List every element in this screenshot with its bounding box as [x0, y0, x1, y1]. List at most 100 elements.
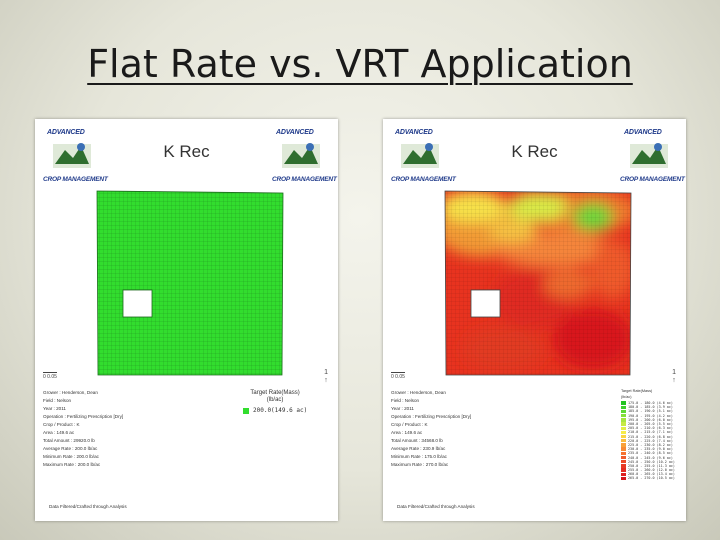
info-line: Grower : Henderson, Dean: [391, 390, 446, 395]
info-line: Year : 2011: [43, 406, 66, 411]
legend-title: Target Rate(Mass): [621, 389, 653, 393]
info-line: Field : Nelson: [391, 398, 420, 403]
legend-label: 210.0 - 215.0 (7.1 ac): [628, 430, 673, 435]
legend-label: 235.0 - 240.0 (8.5 ac): [628, 451, 673, 456]
info-line: Crop / Product : K: [391, 422, 428, 427]
info-line: Minimum Rate : 200.0 lb/ac: [43, 454, 99, 459]
legend-label: 190.0 - 195.0 (4.2 ac): [628, 413, 673, 418]
info-line: Total Amount : 29920.0 lb: [43, 438, 95, 443]
info-line: Operation : Fertilizing Prescription [Dr…: [43, 414, 124, 419]
legend-swatch: [621, 413, 626, 418]
info-line: Area : 149.6 ac: [391, 430, 423, 435]
legend-label: 180.0 - 185.0 (3.9 ac): [628, 405, 673, 410]
legend-label: 230.0 - 235.0 (9.0 ac): [628, 447, 673, 452]
field-info: Grower : Henderson, Dean Field : Nelson …: [391, 389, 471, 469]
legend-unit: (lb/ac): [266, 397, 284, 403]
legend-label: 240.0 - 245.0 (9.6 ac): [628, 455, 673, 460]
field-info: Grower : Henderson, Dean Field : Nelson …: [43, 389, 123, 469]
legend-label: 255.0 - 260.0 (12.0 ac): [628, 468, 675, 473]
legend-title: Target Rate(Mass): [250, 390, 300, 396]
legend-entry: 200.0(149.6 ac): [243, 407, 307, 414]
info-line: Crop / Product : K: [43, 422, 80, 427]
legend-label: 205.0 - 210.0 (6.3 ac): [628, 426, 673, 431]
legend-entry: 265.0 - 270.0 (10.5 ac): [621, 476, 675, 480]
legend-entry: 195.0 - 200.0 (6.0 ac): [621, 418, 675, 422]
legend-swatch: [243, 407, 249, 414]
legend-swatch: [621, 439, 626, 443]
legend-label: 260.0 - 265.0 (13.4 ac): [628, 472, 675, 477]
legend-label: 220.0 - 225.0 (7.4 ac): [628, 438, 673, 443]
legend-swatch: [621, 447, 626, 451]
footer-note: Data Filtered/Crafted through Analysis: [49, 504, 127, 509]
legend-entry: 245.0 - 250.0 (10.2 ac): [621, 460, 675, 464]
info-line: Maximum Rate : 200.0 lb/ac: [43, 462, 101, 467]
legend-entry: 185.0 - 190.0 (5.1 ac): [621, 409, 675, 413]
info-line: Maximum Rate : 270.0 lb/ac: [391, 462, 449, 467]
legend-entry: 250.0 - 255.0 (11.3 ac): [621, 464, 675, 468]
north-arrow: 1 ↑: [672, 369, 676, 384]
info-line: Grower : Henderson, Dean: [43, 390, 98, 395]
scale-bar: 0 0.05: [391, 372, 405, 380]
legend-label: 265.0 - 270.0 (10.5 ac): [628, 476, 675, 481]
flat-rate-map-panel: ADVANCED CROP MANAGEMENT K Rec ADVANCED …: [35, 119, 338, 521]
legend-entry: 230.0 - 235.0 (9.0 ac): [621, 447, 675, 451]
legend-swatch: [621, 476, 626, 481]
legend-unit: (lb/ac): [621, 395, 632, 399]
legend-swatch: [621, 426, 626, 430]
legend-swatch: [621, 434, 626, 439]
legend-entry: 220.0 - 225.0 (7.4 ac): [621, 439, 675, 443]
legend-label: 245.0 - 250.0 (10.2 ac): [628, 459, 675, 464]
legend-swatch: [621, 460, 626, 464]
legend-swatch: [621, 409, 626, 414]
legend-swatch: [621, 455, 626, 460]
legend-label: 185.0 - 190.0 (5.1 ac): [628, 409, 673, 414]
slide-title: Flat Rate vs. VRT Application: [87, 42, 633, 86]
scale-bar: 0 0.05: [43, 372, 57, 380]
info-line: Minimum Rate : 175.0 lb/ac: [391, 454, 447, 459]
legend-entry: 260.0 - 265.0 (13.4 ac): [621, 472, 675, 476]
legend-entry: 235.0 - 240.0 (8.5 ac): [621, 451, 675, 455]
legend-swatch: [621, 418, 626, 422]
vrt-field-map: [444, 190, 632, 376]
company-logo: ADVANCED CROP MANAGEMENT: [391, 129, 456, 183]
legend-swatch: [621, 472, 626, 476]
legend-label: 215.0 - 220.0 (6.8 ac): [628, 434, 673, 439]
rate-legend: Target Rate(Mass) (lb/ac) 200.0(149.6 ac…: [243, 390, 307, 414]
info-line: Area : 149.6 ac: [43, 430, 75, 435]
legend-label: 250.0 - 255.0 (11.3 ac): [628, 463, 675, 468]
legend-swatch: [621, 443, 626, 447]
legend-swatch: [621, 468, 626, 472]
legend-entry: 180.0 - 185.0 (3.9 ac): [621, 405, 675, 409]
north-arrow: 1 ↑: [324, 369, 328, 384]
map-title: K Rec: [163, 142, 210, 161]
legend-swatch: [621, 422, 626, 426]
legend-swatch: [621, 430, 626, 435]
info-line: Average Rate : 230.9 lb/ac: [391, 446, 446, 451]
legend-swatch: [621, 405, 626, 409]
legend-label: 195.0 - 200.0 (6.0 ac): [628, 417, 673, 422]
map-title: K Rec: [511, 142, 558, 161]
legend-swatch: [621, 451, 626, 456]
legend-entry: 225.0 - 230.0 (8.2 ac): [621, 443, 675, 447]
company-logo: ADVANCED CROP MANAGEMENT: [272, 129, 337, 183]
rate-legend: Target Rate(Mass) (lb/ac) 175.0 - 180.0 …: [621, 389, 675, 481]
footer-note: Data Filtered/Crafted through Analysis: [397, 504, 475, 509]
vrt-map-panel: ADVANCED CROP MANAGEMENT K Rec ADVANCED …: [383, 119, 686, 521]
info-line: Year : 2011: [391, 406, 414, 411]
legend-entry: 190.0 - 195.0 (4.2 ac): [621, 414, 675, 418]
legend-label: 225.0 - 230.0 (8.2 ac): [628, 442, 673, 447]
company-logo: ADVANCED CROP MANAGEMENT: [620, 129, 685, 183]
legend-entry: 240.0 - 245.0 (9.6 ac): [621, 455, 675, 460]
legend-entry: 175.0 - 180.0 (4.6 ac): [621, 401, 675, 405]
legend-label: 200.0 - 205.0 (5.5 ac): [628, 422, 673, 427]
legend-entry: 205.0 - 210.0 (6.3 ac): [621, 426, 675, 430]
company-logo: ADVANCED CROP MANAGEMENT: [43, 129, 108, 183]
legend-entry: 255.0 - 260.0 (12.0 ac): [621, 468, 675, 472]
legend-entry: 210.0 - 215.0 (7.1 ac): [621, 430, 675, 434]
legend-swatch: [621, 464, 626, 468]
flat-rate-field-map: [96, 190, 284, 376]
info-line: Operation : Fertilizing Prescription [Dr…: [391, 414, 472, 419]
legend-label: 175.0 - 180.0 (4.6 ac): [628, 401, 673, 406]
legend-entry: 200.0 - 205.0 (5.5 ac): [621, 422, 675, 426]
info-line: Average Rate : 200.0 lb/ac: [43, 446, 98, 451]
